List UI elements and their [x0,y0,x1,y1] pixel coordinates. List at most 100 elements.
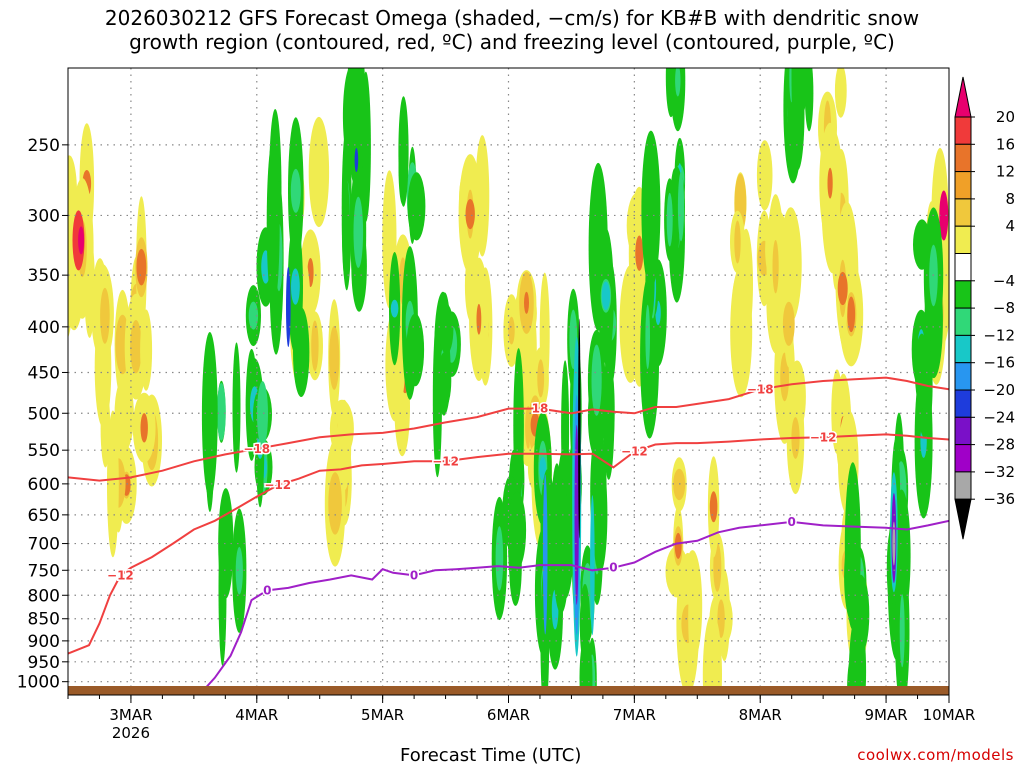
omega-cell [495,526,504,591]
omega-shading [68,68,949,695]
omega-cell [286,267,291,347]
x-year-label: 2026 [112,724,150,742]
colorbar-top-arrow [954,76,972,118]
contour-label: −12 [810,430,837,444]
contour-label: −12 [107,568,134,582]
contour-lines: −18 18 −18 −12 −12 −12 −12 −12 0 0 0 0 [68,376,949,695]
watermark: coolwx.com/models [857,746,1014,764]
y-tick-label: 250 [28,136,60,156]
colorbar-swatch [954,444,972,473]
colorbar-swatch [954,116,972,145]
omega-cell [574,424,579,605]
contour-line [68,376,949,482]
omega-cell [670,68,686,132]
chart-title: 2026030212 GFS Forecast Omega (shaded, −… [0,6,1024,54]
omega-cell [390,299,399,318]
contour-line [68,433,949,655]
x-tick-label: 3MAR [109,706,152,724]
omega-cell [328,472,342,535]
omega-cell [899,594,905,668]
omega-cell [475,135,490,257]
contour-label: −12 [264,478,291,492]
y-tick-label: 450 [28,363,60,383]
omega-cell [100,287,110,344]
omega-cell [848,615,864,695]
omega-cell [666,192,673,247]
omega-cell [398,96,409,207]
omega-cell [235,546,243,595]
x-axis-label: Forecast Time (UTC) [400,745,582,766]
omega-cell [645,174,657,290]
y-tick-label: 550 [28,441,60,461]
colorbar-bottom-arrow [954,498,972,540]
x-tick-label: 5MAR [361,706,404,724]
contour-label: 0 [410,568,418,582]
omega-cell [674,532,682,559]
omega-cell [537,359,545,398]
omega-cell [779,207,802,323]
omega-cell [827,167,833,199]
omega-cell [114,377,134,452]
omega-cell [635,235,644,271]
omega-cell [217,382,226,441]
contour-line [198,519,949,695]
y-tick-label: 700 [28,535,60,555]
omega-cell [709,491,718,523]
y-tick-label: 850 [28,610,60,630]
colorbar-swatch [954,471,972,500]
omega-cell [561,360,570,499]
omega-cell [939,190,949,241]
omega-cell [804,68,814,132]
colorbar-swatch [954,389,972,418]
contour-label: −12 [432,454,459,468]
colorbar-swatch [954,416,972,446]
omega-cell [218,515,227,667]
x-tick-label: 7MAR [613,706,656,724]
ground-band [68,686,949,695]
omega-cell [232,342,241,473]
colorbar-label: −32 [983,463,1015,481]
x-tick-label: 8MAR [739,706,782,724]
colorbar-label: −4 [993,272,1015,290]
omega-cell [914,333,929,409]
omega-cell [136,248,147,286]
omega-cell [524,291,529,314]
colorbar-swatch [954,307,972,336]
colorbar-swatch [954,143,972,173]
omega-cell [542,474,548,635]
omega-cell [645,304,650,370]
title-line-2: growth region (contoured, red, ºC) and f… [129,30,895,54]
omega-cell [337,399,352,491]
x-tick-label: 9MAR [864,706,907,724]
omega-cell [847,296,856,333]
omega-cell [675,68,681,97]
omega-cell [437,352,452,408]
colorbar-swatch [954,225,972,254]
omega-cell [257,381,268,448]
omega-cell [734,220,741,264]
omega-cell [205,408,214,512]
omega-cell [290,168,301,213]
y-tick-label: 1000 [17,673,60,693]
y-tick-label: 500 [28,404,60,424]
x-tick-label: 4MAR [235,706,278,724]
omega-cell [508,316,515,345]
colorbar-label: −24 [983,408,1015,426]
omega-cell [476,303,482,335]
omega-cell [406,313,425,387]
omega-cell [782,301,795,346]
colorbar-swatch [954,280,972,309]
y-tick-label: 300 [28,206,60,226]
omega-cell [329,326,340,390]
omega-cell [507,491,527,569]
omega-cell [311,320,319,372]
x-tick-label: 10MAR [923,706,976,724]
y-tick-label: 350 [28,266,60,286]
colorbar-label: −12 [983,326,1015,344]
contour-label: 0 [788,515,796,529]
omega-cell [308,116,330,228]
colorbar-swatch [954,334,972,364]
omega-cell [439,303,454,355]
